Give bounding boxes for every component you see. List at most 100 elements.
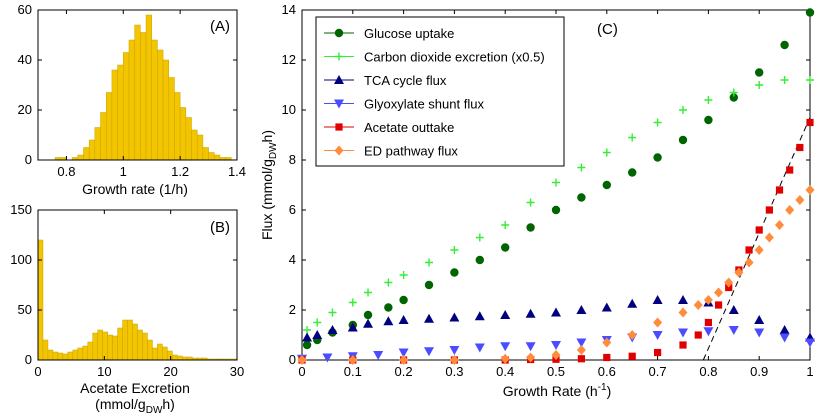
data-point <box>577 355 585 363</box>
data-point <box>297 355 307 365</box>
data-point <box>704 115 713 125</box>
data-point <box>704 318 712 327</box>
data-point <box>779 325 790 334</box>
data-point <box>764 232 774 243</box>
histogram-bar <box>185 117 192 161</box>
legend-label: Glucose uptake <box>364 26 454 41</box>
histogram-bar <box>172 354 178 361</box>
data-point <box>796 143 804 152</box>
histogram-bar <box>214 154 221 161</box>
y-tick-label: 0 <box>289 352 296 367</box>
data-point <box>425 258 433 267</box>
dashed-guide-line <box>702 117 811 361</box>
data-point <box>525 308 536 318</box>
y-tick-label: 60 <box>18 2 32 17</box>
histogram-bar <box>202 147 209 161</box>
histogram-bar <box>37 239 44 361</box>
data-point <box>500 342 511 352</box>
histogram-bar <box>127 319 133 361</box>
histogram-bar <box>77 347 84 361</box>
data-point <box>779 333 790 343</box>
legend-box <box>315 16 565 167</box>
data-point <box>302 340 312 350</box>
data-point <box>302 332 313 342</box>
legend-marker <box>334 145 344 156</box>
data-point <box>703 295 713 305</box>
series-glyoxylate-shunt-flux <box>297 326 815 364</box>
histogram-bar <box>112 335 118 361</box>
histogram-bar <box>140 32 147 161</box>
data-point <box>628 133 637 142</box>
data-point <box>373 351 384 360</box>
panel-c-ylabel: Flux (mmol/gDWh) <box>259 130 279 240</box>
histogram-bar <box>107 334 113 361</box>
y-tick-label: 12 <box>282 52 296 67</box>
histogram-bar <box>87 341 93 361</box>
histogram-bar <box>100 112 107 161</box>
data-point <box>714 301 723 309</box>
x-tick-label: 0.1 <box>344 364 362 379</box>
data-point <box>785 205 795 215</box>
data-point <box>628 168 637 177</box>
x-tick-label: 30 <box>230 364 244 379</box>
data-point <box>786 166 794 174</box>
y-tick-label: 2 <box>289 302 296 317</box>
histogram-bar <box>142 332 148 361</box>
histogram-bar <box>152 347 158 361</box>
histogram-bar <box>42 339 49 361</box>
data-point <box>694 331 702 339</box>
data-point <box>765 206 773 214</box>
data-point <box>526 198 535 207</box>
x-tick-label: 0.8 <box>57 164 75 179</box>
histogram-bar <box>179 107 187 161</box>
histogram-bar <box>47 349 54 361</box>
legend-label: Glyoxylate shunt flux <box>364 97 484 112</box>
series-glucose-uptake <box>302 8 815 350</box>
data-point <box>724 277 734 288</box>
histogram-bar <box>83 147 90 161</box>
data-point <box>652 331 663 340</box>
plot-frame <box>37 9 238 161</box>
legend-marker <box>334 28 344 38</box>
data-point <box>398 315 409 324</box>
histogram-bar <box>123 52 130 161</box>
data-point <box>744 257 754 268</box>
legend-marker <box>335 123 343 131</box>
histogram-bar <box>82 345 89 361</box>
data-point <box>576 305 587 314</box>
data-point <box>551 205 561 215</box>
data-point <box>526 223 535 232</box>
x-tick-label: 20 <box>163 364 177 379</box>
histogram-bar <box>157 343 163 361</box>
data-point <box>312 330 323 339</box>
data-point <box>449 346 460 355</box>
x-tick-label: 0 <box>298 364 305 379</box>
data-point <box>780 76 789 84</box>
panel-b-xlabel-units: (mmol/gDWh) <box>95 396 175 416</box>
legend-label: TCA cycle flux <box>364 73 447 88</box>
series-tca-cycle-flux <box>302 295 815 342</box>
data-point <box>795 195 805 205</box>
data-point <box>313 318 322 327</box>
y-tick-label: 20 <box>18 102 32 117</box>
histogram-bar <box>102 331 108 361</box>
x-tick-label: 1 <box>120 164 127 179</box>
data-point <box>501 221 510 229</box>
data-point <box>678 135 688 145</box>
y-tick-label: 0 <box>25 352 32 367</box>
data-point <box>755 226 763 234</box>
data-point <box>729 88 738 97</box>
data-point <box>347 322 358 332</box>
data-point <box>728 326 739 335</box>
data-point <box>654 348 662 357</box>
panel-c-xlabel: Growth Rate (h-1) <box>503 382 612 399</box>
data-point <box>399 295 408 305</box>
data-point <box>601 302 612 312</box>
data-point <box>805 338 815 348</box>
legend-label: Carbon dioxide excretion (x0.5) <box>364 50 545 65</box>
y-tick-label: 6 <box>289 202 296 217</box>
histogram-bar <box>128 39 135 161</box>
data-point <box>653 153 662 162</box>
legend-label: ED pathway flux <box>364 144 458 159</box>
